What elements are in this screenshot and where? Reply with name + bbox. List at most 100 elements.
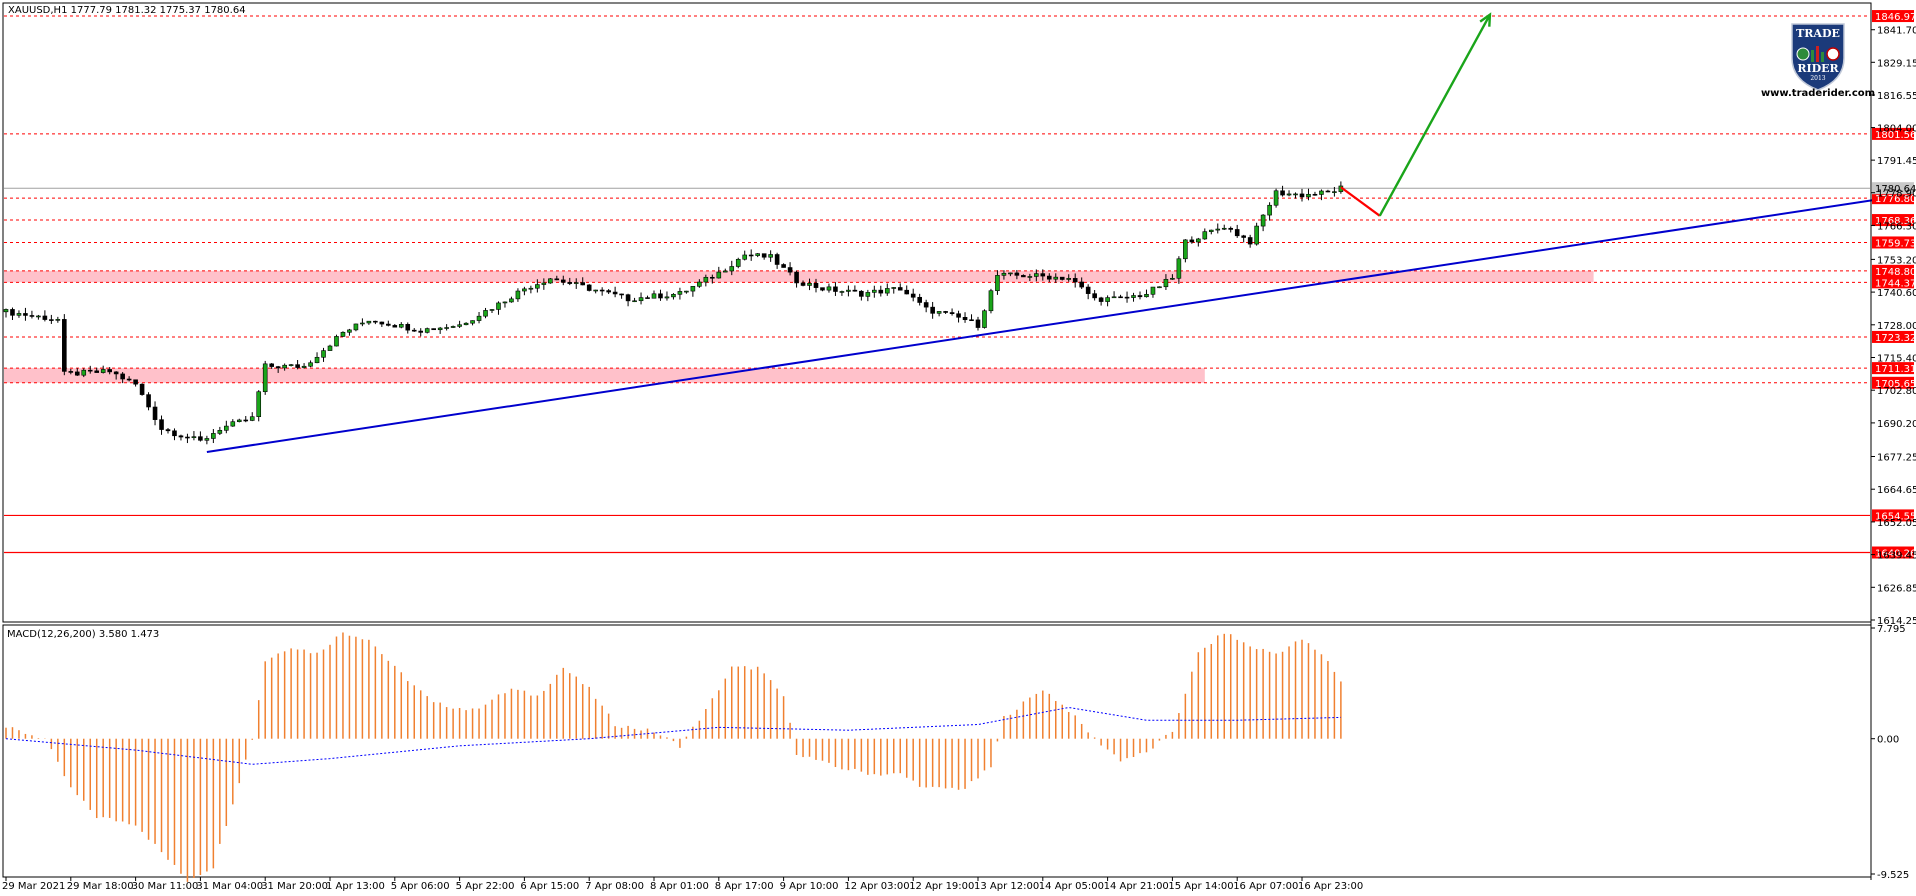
time-tick-label: 12 Apr 03:00	[844, 881, 909, 892]
candle-body	[632, 300, 637, 303]
candle-body	[146, 394, 151, 408]
macd-pane: 7.795 0.00 -9.525 MACD(12,26,200) 3.580 1.…	[2, 624, 1909, 882]
candle-body	[36, 315, 41, 318]
badge-left-icon	[1796, 47, 1810, 61]
candle-body	[509, 298, 514, 303]
time-tick-label: 9 Apr 10:00	[780, 881, 839, 892]
price-tag	[1872, 192, 1914, 205]
candle-body	[671, 294, 676, 298]
candle-body	[625, 294, 631, 302]
logo-bar-3	[1821, 52, 1824, 62]
candle-body	[74, 371, 80, 376]
candle-body	[982, 310, 987, 328]
candle-body	[826, 286, 832, 291]
candle-body	[139, 383, 145, 395]
logo-line2: RIDER	[1797, 62, 1839, 75]
candle-body	[217, 430, 223, 434]
price-tag	[1872, 236, 1914, 249]
macd-tick-label: 0.00	[1877, 735, 1899, 746]
price-tag	[1872, 10, 1914, 23]
candle-body	[515, 290, 521, 300]
time-tick-label: 6 Apr 15:00	[520, 881, 579, 892]
candle-body	[1241, 235, 1246, 238]
candle-body	[833, 286, 838, 292]
price-tag-label: 1744.37	[1875, 278, 1916, 289]
candle-body	[321, 350, 326, 358]
logo-url: www.traderider.com	[1761, 88, 1875, 99]
price-tick-label: 1652.05	[1877, 518, 1916, 529]
candle-body	[1021, 275, 1026, 278]
time-tick-label: 16 Apr 23:00	[1298, 881, 1363, 892]
candle-body	[1306, 193, 1311, 198]
candle-body	[295, 364, 300, 368]
candle-body	[865, 292, 871, 297]
price-tick-label: 1614.25	[1877, 616, 1916, 627]
candle-body	[813, 282, 819, 288]
candle-body	[62, 319, 67, 372]
candle-body	[586, 284, 592, 291]
candle-body	[1092, 293, 1097, 299]
candle-body	[457, 324, 462, 327]
badge-right-icon	[1826, 47, 1840, 61]
candle-body	[1085, 286, 1091, 294]
macd-histogram	[5, 632, 1342, 882]
candle-body	[55, 319, 61, 321]
candle-body	[710, 276, 715, 279]
current-price-tag	[1872, 182, 1914, 195]
candle-body	[1072, 278, 1078, 283]
time-tick-label: 29 Mar 18:00	[67, 881, 134, 892]
candle-body	[1040, 273, 1046, 277]
candle-body	[42, 315, 48, 320]
candle-body	[1319, 190, 1324, 195]
candle-body	[159, 419, 164, 430]
candle-body	[314, 356, 320, 364]
candle-body	[969, 319, 974, 322]
time-tick-label: 15 Apr 14:00	[1168, 881, 1233, 892]
candle-body	[152, 406, 158, 420]
price-tick-label: 1816.55	[1877, 91, 1916, 102]
price-tick-label: 1626.85	[1877, 583, 1916, 594]
candle-body	[1144, 293, 1149, 298]
candle-body	[172, 430, 177, 437]
candle-body	[107, 369, 112, 373]
candle-body	[204, 438, 210, 441]
candle-body	[1118, 296, 1123, 299]
macd-axis-ticks: 7.795 0.00 -9.525	[1871, 624, 1909, 881]
candle-body	[658, 293, 663, 299]
candle-body	[424, 328, 430, 333]
candle-body	[612, 291, 618, 295]
candle-body	[81, 369, 87, 376]
price-tag	[1872, 264, 1914, 277]
time-tick-label: 5 Apr 06:00	[391, 881, 450, 892]
candle-body	[1176, 258, 1182, 279]
candle-body	[1079, 281, 1084, 288]
candle-body	[729, 266, 735, 272]
candle-body	[483, 310, 488, 317]
candle-body	[224, 425, 229, 431]
price-tick-label: 1677.25	[1877, 453, 1916, 464]
candle-body	[1221, 227, 1227, 230]
macd-label: MACD(12,26,200) 3.580 1.473	[7, 629, 159, 640]
time-tick-label: 8 Apr 17:00	[715, 881, 774, 892]
candle-body	[742, 254, 748, 260]
candle-body	[470, 320, 475, 324]
candle-body	[1027, 276, 1033, 278]
time-tick-label: 1 Apr 13:00	[326, 881, 385, 892]
candle-body	[560, 279, 566, 283]
candle-body	[1208, 229, 1214, 232]
candle-body	[872, 289, 877, 293]
price-tag-label: 1801.56	[1875, 130, 1916, 141]
candle-body	[1008, 272, 1013, 275]
main-pane: 1846.97 1801.56 1776.80 1768.36 1759.73 1748.…	[2, 2, 1916, 623]
candle-body	[386, 323, 391, 326]
candle-body	[1189, 239, 1195, 243]
candle-body	[522, 288, 527, 292]
time-tick-label: 14 Apr 05:00	[1039, 881, 1104, 892]
price-tick-label: 1740.60	[1877, 288, 1916, 299]
candle-body	[528, 287, 534, 290]
candle-body	[379, 321, 385, 325]
logo-year: 2013	[1810, 75, 1825, 82]
candle-body	[1228, 227, 1234, 230]
price-tag-label: 1768.36	[1875, 216, 1916, 227]
